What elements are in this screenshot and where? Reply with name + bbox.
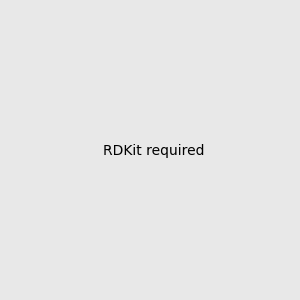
- Text: RDKit required: RDKit required: [103, 145, 205, 158]
